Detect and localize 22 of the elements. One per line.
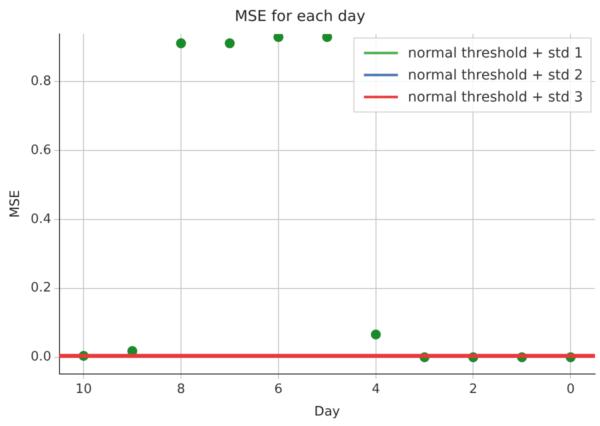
y-tick-label: 0.0 [30,350,52,365]
x-tick-label: 0 [566,382,575,397]
legend-label: normal threshold + std 3 [408,90,584,106]
point [176,38,186,48]
x-tick-label: 6 [274,382,283,397]
legend-label: normal threshold + std 1 [408,46,584,62]
x-tick-label: 2 [469,382,478,397]
x-tick-label: 4 [372,382,380,397]
x-tick-label: 10 [75,382,92,397]
point [224,38,235,48]
y-axis-title: MSE [8,190,24,218]
point [322,34,332,42]
point [370,330,381,340]
legend-label: normal threshold + std 2 [408,68,584,84]
chart-title: MSE for each day [234,6,366,25]
x-axis-title: Day [314,404,340,420]
y-tick-label: 0.8 [30,74,52,89]
y-tick-label: 0.2 [30,280,52,296]
x-tick-label: 8 [176,382,186,397]
point [273,34,284,42]
y-tick-label: 0.6 [30,142,52,158]
y-tick-label: 0.4 [30,212,52,227]
